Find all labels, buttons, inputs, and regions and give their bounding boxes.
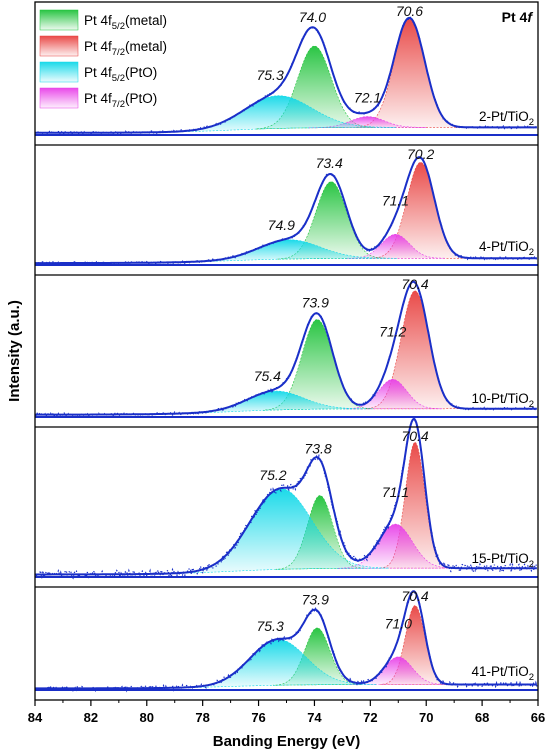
x-tick-label: 84 [28, 710, 43, 725]
peak-label-o72: 72.1 [354, 89, 381, 105]
fitted-envelope [35, 590, 537, 690]
panel-5: 70.4 73.9 71.0 75.3 41-Pt/TiO2 [34, 588, 538, 693]
peak-label-o72: 71.1 [382, 192, 409, 208]
x-tick-label: 76 [251, 710, 265, 725]
chart-title: Pt 4f [502, 9, 534, 25]
peak-label-m52: 73.9 [302, 294, 329, 310]
panel-4: 70.4 73.8 71.1 75.2 15-Pt/TiO2 [34, 415, 538, 580]
sample-label: 15-Pt/TiO2 [471, 551, 534, 570]
peak-label-o72: 71.0 [385, 616, 412, 632]
sample-label: 10-Pt/TiO2 [471, 391, 534, 410]
legend-label-o52: Pt 4f5/2(PtO) [84, 65, 157, 84]
legend-label-o72: Pt 4f7/2(PtO) [84, 91, 157, 110]
sample-label: 4-Pt/TiO2 [479, 239, 534, 258]
component-m72-peak [355, 18, 464, 128]
x-tick-label: 72 [363, 710, 377, 725]
peak-label-m52: 74.0 [299, 9, 326, 25]
legend: Pt 4f5/2(metal) Pt 4f7/2(metal) Pt 4f5/2(P… [39, 9, 167, 110]
peak-label-m52: 73.4 [316, 155, 343, 171]
panel-2: 70.2 73.4 71.1 74.9 4-Pt/TiO2 [34, 146, 538, 266]
legend-swatch-m52 [39, 9, 79, 31]
peak-label-m72: 70.4 [401, 428, 428, 444]
x-tick-label: 74 [307, 710, 322, 725]
legend-swatch-o52 [39, 61, 79, 83]
fitted-envelope [35, 417, 537, 576]
panel-3: 70.4 73.9 71.2 75.4 10-Pt/TiO2 [34, 276, 538, 418]
x-axis-title: Banding Energy (eV) [213, 733, 361, 750]
sample-label: 41-Pt/TiO2 [471, 664, 534, 683]
panels: 70.6 74.0 72.1 75.3 2-Pt/TiO2 70.2 73.4 71.1 74.… [34, 3, 538, 693]
legend-label-m72: Pt 4f7/2(metal) [84, 39, 167, 58]
peak-label-o52: 75.3 [256, 618, 283, 634]
sample-label: 2-Pt/TiO2 [479, 109, 534, 128]
peak-label-o52: 75.3 [256, 67, 283, 83]
legend-label-m52: Pt 4f5/2(metal) [84, 13, 167, 32]
peak-label-o72: 71.2 [379, 323, 406, 339]
x-tick-label: 78 [195, 710, 209, 725]
peak-label-o52: 75.2 [259, 467, 286, 483]
legend-swatch-o72 [39, 87, 79, 109]
x-tick-label: 80 [140, 710, 154, 725]
x-tick-label: 70 [419, 710, 433, 725]
peak-label-m72: 70.2 [407, 146, 434, 162]
y-axis-title: Intensity (a.u.) [6, 300, 23, 402]
component-o72-peak [349, 656, 448, 685]
legend-swatch-m72 [39, 35, 79, 57]
fitted-envelope [35, 156, 537, 265]
peak-label-m52: 73.9 [302, 592, 329, 608]
x-tick-label: 82 [84, 710, 98, 725]
component-o72-peak [336, 523, 455, 569]
peak-label-o72: 71.1 [382, 484, 409, 500]
fitted-envelope [35, 280, 537, 416]
peak-label-o52: 75.4 [254, 368, 281, 384]
x-tick-label: 68 [475, 710, 489, 725]
panel-1: 70.6 74.0 72.1 75.3 2-Pt/TiO2 [34, 3, 538, 136]
component-m52-peak [255, 45, 374, 130]
peak-label-m72: 70.6 [396, 3, 423, 19]
peak-label-o52: 74.9 [268, 217, 295, 233]
fitted-envelope [35, 16, 537, 134]
peak-label-m52: 73.8 [304, 441, 331, 457]
axes: 84 82 80 78 76 74 72 70 68 66 Banding Energy (eV) I… [6, 1, 545, 750]
peak-label-m72: 70.4 [401, 588, 428, 604]
peak-label-m72: 70.4 [401, 276, 428, 292]
x-tick-label: 66 [531, 710, 545, 725]
